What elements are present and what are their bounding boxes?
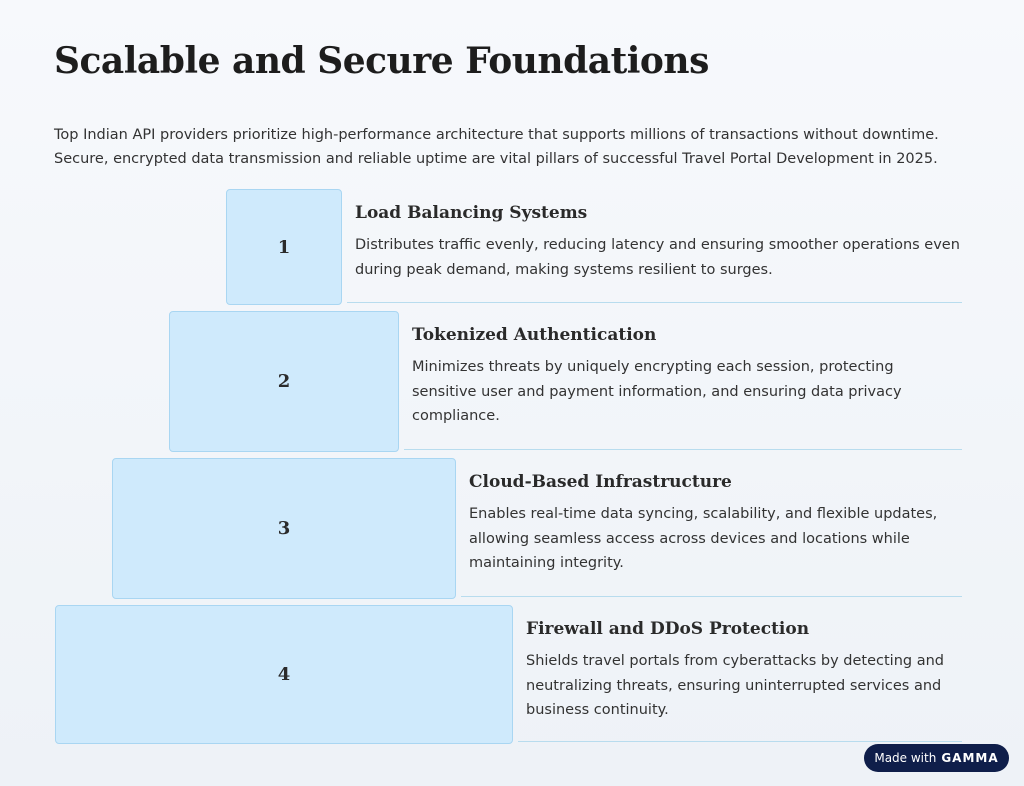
- step-title: Load Balancing Systems: [355, 203, 588, 223]
- intro: Top Indian API providers prioritize high…: [54, 127, 939, 167]
- badge-text: Made with: [874, 751, 937, 765]
- step-title: Tokenized Authentication: [412, 325, 657, 345]
- step-text: Distributes traffic evenly, reducing lat…: [355, 237, 960, 278]
- step-number-box: 3: [112, 458, 456, 599]
- step-title: Firewall and DDoS Protection: [526, 619, 810, 639]
- badge-brand: GAMMA: [941, 751, 999, 765]
- step-text: Minimizes threats by uniquely encrypting…: [412, 359, 902, 424]
- step-number-box: 1: [226, 189, 342, 305]
- step-number-box: 4: [55, 605, 513, 744]
- step-text: Shields travel portals from cyberattacks…: [526, 653, 944, 718]
- title: Scalable and Secure Foundations: [54, 40, 709, 82]
- made-with-badge[interactable]: Made with GAMMA: [864, 744, 1009, 772]
- step-content: Firewall and DDoS Protection Shields trav…: [518, 619, 962, 742]
- step-title: Cloud-Based Infrastructure: [469, 472, 732, 492]
- step-content: Load Balancing Systems Distributes traffi…: [347, 203, 962, 303]
- step-content: Tokenized Authentication Minimizes threat…: [404, 325, 962, 450]
- step-content: Cloud-Based Infrastructure Enables real-t…: [461, 472, 962, 597]
- step-number-box: 2: [169, 311, 399, 452]
- step-text: Enables real-time data syncing, scalabil…: [469, 506, 938, 571]
